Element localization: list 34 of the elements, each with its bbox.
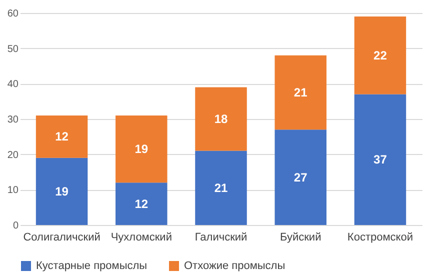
bar [195, 87, 247, 151]
legend-label: Кустарные промыслы [36, 260, 148, 272]
y-tick-label: 0 [12, 220, 19, 232]
bar [36, 158, 88, 225]
bar [354, 94, 406, 225]
data-label: 27 [294, 170, 308, 184]
x-tick-label: Буйский [280, 232, 322, 244]
bar [116, 182, 168, 225]
x-tick-label: Солигаличский [23, 232, 100, 244]
data-label: 19 [134, 142, 148, 156]
data-label: 37 [374, 152, 388, 167]
bar [274, 55, 326, 130]
bar [354, 16, 406, 94]
y-tick-label: 50 [7, 44, 19, 55]
data-label: 21 [214, 180, 228, 195]
y-tick-label: 40 [7, 79, 19, 90]
x-tick-label: Чухломский [110, 232, 172, 244]
data-label: 22 [374, 48, 388, 62]
data-label: 18 [214, 112, 228, 126]
bar [274, 130, 326, 225]
data-label: 12 [134, 196, 148, 211]
y-tick-label: 30 [7, 114, 19, 126]
y-tick-label: 60 [7, 8, 19, 20]
x-tick-label: Галичский [194, 232, 248, 244]
data-label: 19 [55, 184, 69, 198]
bar [195, 150, 247, 225]
legend-label: Отхожие промыслы [184, 260, 286, 272]
x-tick-label: Костромской [347, 232, 413, 244]
bar [116, 115, 168, 183]
bar [36, 115, 88, 158]
data-label: 21 [294, 86, 308, 100]
y-tick-label: 10 [7, 185, 19, 196]
data-label: 12 [55, 130, 69, 144]
y-tick-label: 20 [7, 150, 19, 161]
